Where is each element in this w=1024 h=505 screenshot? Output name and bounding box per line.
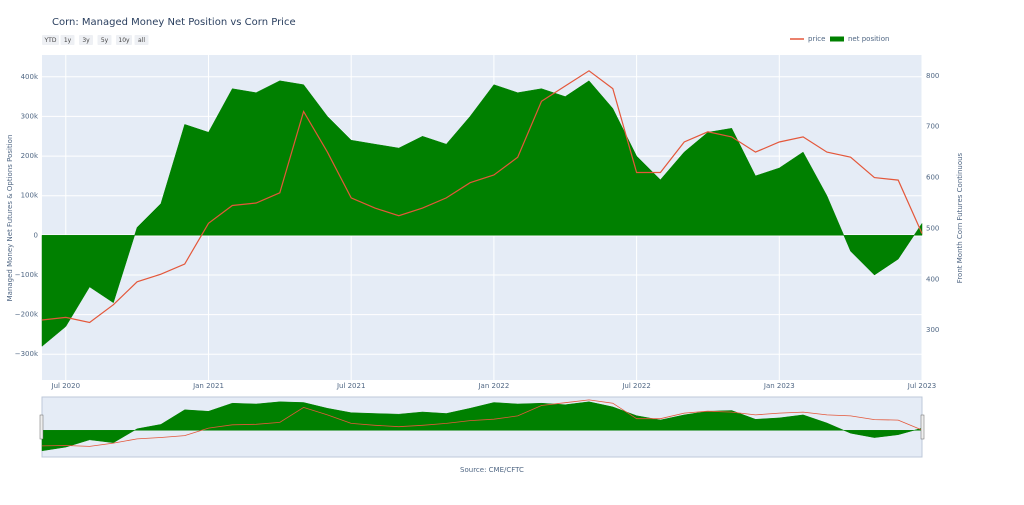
- range-button-bg: [60, 35, 75, 45]
- x-tick-label: Jul 2022: [621, 382, 651, 390]
- price-line: [41, 399, 923, 447]
- legend-label: net position: [848, 35, 889, 43]
- y2-axis-title: Front Month Corn Futures Continuous: [956, 152, 964, 283]
- range-button[interactable]: 3y: [79, 35, 93, 45]
- range-slider-handle[interactable]: [39, 414, 44, 440]
- y-tick-label: 400k: [21, 73, 39, 81]
- range-button-label: all: [138, 37, 145, 44]
- range-button[interactable]: 10y: [116, 35, 132, 45]
- range-button-label: 10y: [118, 37, 130, 44]
- net-position-area: [41, 80, 923, 347]
- y-tick-label: 200k: [21, 152, 39, 160]
- y-tick-label: −200k: [15, 311, 39, 319]
- range-button-bg: [79, 35, 93, 45]
- chart-title: Corn: Managed Money Net Position vs Corn…: [52, 17, 296, 28]
- y2-tick-label: 700: [926, 123, 939, 131]
- range-button[interactable]: YTD: [42, 35, 59, 45]
- y-tick-label: −100k: [15, 271, 39, 279]
- range-button-label: 5y: [101, 37, 109, 44]
- x-tick-label: Jul 2020: [51, 382, 81, 390]
- legend-label: price: [808, 35, 825, 43]
- source-note: Source: CME/CFTC: [460, 466, 524, 474]
- range-slider-handle[interactable]: [920, 414, 925, 440]
- y2-tick-label: 600: [926, 174, 939, 182]
- range-button-label: 3y: [82, 37, 90, 44]
- x-tick-label: Jan 2023: [763, 382, 795, 390]
- x-tick-label: Jan 2022: [477, 382, 509, 390]
- price-line: [41, 70, 923, 324]
- y2-tick-label: 800: [926, 72, 939, 80]
- y-tick-label: 0: [34, 231, 38, 239]
- x-tick-label: Jan 2021: [192, 382, 224, 390]
- y-tick-label: 100k: [21, 192, 39, 200]
- range-slider-preview: [41, 399, 923, 452]
- y2-tick-label: 500: [926, 224, 939, 232]
- y-tick-label: −300k: [15, 350, 39, 358]
- range-button-bg: [116, 35, 132, 45]
- y-tick-label: 300k: [21, 112, 39, 120]
- x-tick-label: Jul 2023: [907, 382, 937, 390]
- range-button[interactable]: 1y: [60, 35, 75, 45]
- x-tick-label: Jul 2021: [336, 382, 366, 390]
- y2-tick-label: 400: [926, 275, 939, 283]
- range-button-label: YTD: [44, 37, 57, 44]
- legend-swatch: [830, 36, 844, 42]
- range-button[interactable]: all: [134, 35, 149, 45]
- plot-area: [41, 55, 923, 380]
- range-button-bg: [42, 35, 59, 45]
- y-axis-title: Managed Money Net Futures & Options Posi…: [6, 135, 14, 302]
- net-position-area: [41, 401, 923, 452]
- y2-tick-label: 300: [926, 326, 939, 334]
- range-button-bg: [134, 35, 149, 45]
- range-button[interactable]: 5y: [97, 35, 112, 45]
- range-button-label: 1y: [64, 37, 72, 44]
- range-button-bg: [97, 35, 112, 45]
